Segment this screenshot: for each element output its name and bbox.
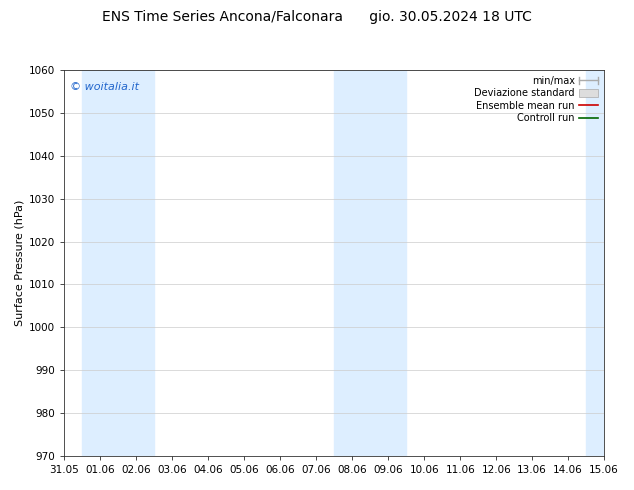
Text: © woitalia.it: © woitalia.it bbox=[70, 82, 139, 92]
Bar bbox=[82, 70, 155, 456]
Bar bbox=[334, 70, 406, 456]
Y-axis label: Surface Pressure (hPa): Surface Pressure (hPa) bbox=[15, 200, 25, 326]
Legend: min/max, Deviazione standard, Ensemble mean run, Controll run: min/max, Deviazione standard, Ensemble m… bbox=[470, 72, 602, 127]
Bar bbox=[586, 70, 622, 456]
Text: ENS Time Series Ancona/Falconara      gio. 30.05.2024 18 UTC: ENS Time Series Ancona/Falconara gio. 30… bbox=[102, 10, 532, 24]
